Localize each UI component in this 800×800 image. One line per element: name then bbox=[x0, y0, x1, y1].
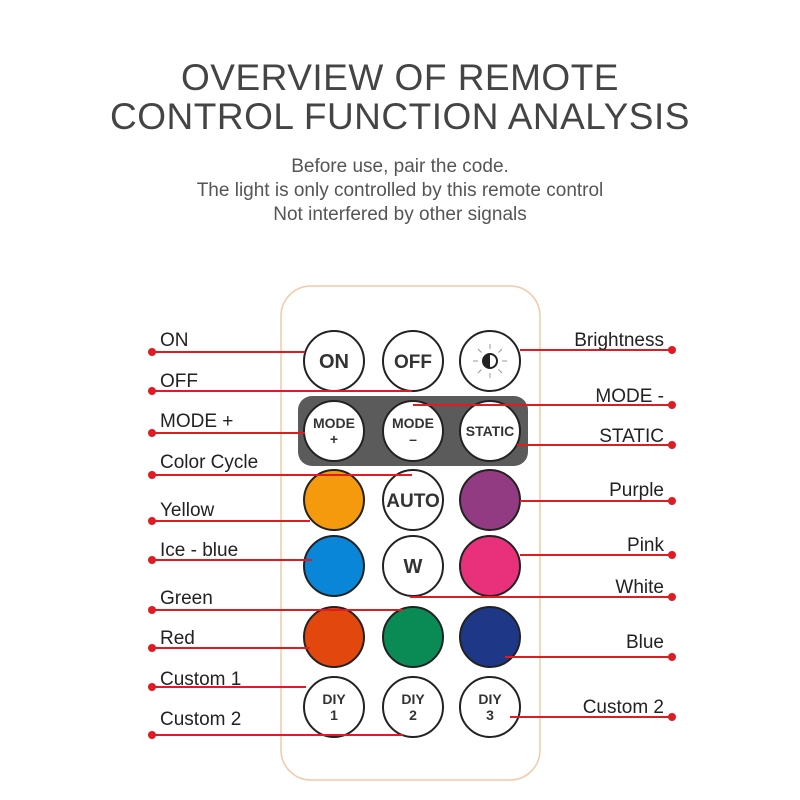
button-circle bbox=[382, 400, 444, 462]
left-label: Custom 1 bbox=[160, 669, 241, 690]
remote-button-purple[interactable] bbox=[459, 469, 521, 531]
icon-ray bbox=[498, 369, 503, 374]
callout-dot bbox=[668, 653, 676, 661]
remote-button-brightness[interactable] bbox=[459, 330, 521, 392]
left-label: ON bbox=[160, 330, 189, 351]
button-circle bbox=[459, 606, 521, 668]
callout-dot bbox=[148, 517, 156, 525]
callout-dot bbox=[668, 593, 676, 601]
button-circle bbox=[459, 535, 521, 597]
button-circle bbox=[459, 469, 521, 531]
left-label: Green bbox=[160, 588, 213, 609]
callout-dot bbox=[148, 606, 156, 614]
callout-dot bbox=[148, 348, 156, 356]
button-circle bbox=[459, 400, 521, 462]
left-label: Ice - blue bbox=[160, 540, 238, 561]
remote-button-green[interactable] bbox=[382, 606, 444, 668]
button-circle bbox=[303, 535, 365, 597]
button-label: OFF bbox=[394, 352, 432, 373]
button-label: AUTO bbox=[386, 491, 439, 512]
callout-dot bbox=[668, 401, 676, 409]
left-label: Red bbox=[160, 628, 195, 649]
button-circle bbox=[382, 676, 444, 738]
subtitle-line-1: Before use, pair the code. bbox=[291, 156, 509, 177]
right-label: White bbox=[615, 577, 664, 598]
button-label: 1 bbox=[330, 707, 338, 723]
remote-button-blue[interactable] bbox=[459, 606, 521, 668]
button-label: + bbox=[330, 431, 338, 447]
left-label: Yellow bbox=[160, 500, 215, 521]
button-label: DIY bbox=[322, 691, 346, 707]
callout-dot bbox=[148, 683, 156, 691]
button-label: 3 bbox=[486, 707, 494, 723]
left-label: OFF bbox=[160, 371, 198, 392]
button-label: 2 bbox=[409, 707, 417, 723]
left-label: Custom 2 bbox=[160, 709, 241, 730]
callout-dot bbox=[668, 497, 676, 505]
icon-ray bbox=[498, 348, 503, 353]
right-label: MODE - bbox=[595, 386, 664, 407]
callout-dot bbox=[668, 441, 676, 449]
button-label: STATIC bbox=[466, 423, 514, 439]
icon-ray bbox=[477, 369, 482, 374]
remote-button-mode-plus[interactable]: MODE+ bbox=[303, 400, 365, 462]
remote-button-static[interactable]: STATIC bbox=[459, 400, 521, 462]
remote-button-mode-minus[interactable]: MODE– bbox=[382, 400, 444, 462]
callout-dot bbox=[668, 713, 676, 721]
button-label: DIY bbox=[401, 691, 425, 707]
subtitle-line-2: The light is only controlled by this rem… bbox=[196, 180, 604, 201]
callout-dot bbox=[148, 731, 156, 739]
remote-button-on[interactable]: ON bbox=[303, 330, 365, 392]
left-label: Color Cycle bbox=[160, 452, 258, 473]
right-label: Brightness bbox=[574, 330, 664, 351]
callout-dot bbox=[148, 471, 156, 479]
button-circle bbox=[303, 469, 365, 531]
right-label: Purple bbox=[609, 480, 664, 501]
callout-dot bbox=[148, 644, 156, 652]
button-label: – bbox=[409, 431, 417, 447]
title-line-1: OVERVIEW OF REMOTE bbox=[181, 57, 619, 98]
button-label: W bbox=[404, 556, 423, 578]
right-label: Pink bbox=[627, 535, 664, 556]
button-label: MODE bbox=[392, 415, 434, 431]
button-circle bbox=[459, 676, 521, 738]
remote-button-pink[interactable] bbox=[459, 535, 521, 597]
left-label: MODE + bbox=[160, 411, 233, 432]
button-circle bbox=[303, 606, 365, 668]
button-circle bbox=[303, 400, 365, 462]
remote-button-off[interactable]: OFF bbox=[382, 330, 444, 392]
remote-button-ice-blue[interactable] bbox=[303, 535, 365, 597]
icon-ray bbox=[477, 348, 482, 353]
right-label: STATIC bbox=[599, 426, 664, 447]
button-label: MODE bbox=[313, 415, 355, 431]
title-line-2: CONTROL FUNCTION ANALYSIS bbox=[110, 96, 690, 137]
remote-button-auto[interactable]: AUTO bbox=[382, 469, 444, 531]
button-circle bbox=[382, 330, 444, 392]
button-label: ON bbox=[319, 351, 349, 373]
remote-button-red[interactable] bbox=[303, 606, 365, 668]
right-label: Custom 2 bbox=[583, 697, 664, 718]
remote-button-yellow[interactable] bbox=[303, 469, 365, 531]
button-circle bbox=[382, 606, 444, 668]
callout-dot bbox=[668, 346, 676, 354]
callout-dot bbox=[148, 387, 156, 395]
brightness-icon bbox=[473, 344, 507, 378]
button-label: DIY bbox=[478, 691, 502, 707]
subtitle-line-3: Not interfered by other signals bbox=[273, 204, 527, 225]
right-label: Blue bbox=[626, 632, 664, 653]
callout-dot bbox=[148, 556, 156, 564]
remote-button-white[interactable]: W bbox=[382, 535, 444, 597]
button-circle bbox=[303, 676, 365, 738]
button-circle bbox=[382, 469, 444, 531]
icon-half bbox=[483, 354, 490, 368]
callout-dot bbox=[148, 429, 156, 437]
callout-dot bbox=[668, 551, 676, 559]
